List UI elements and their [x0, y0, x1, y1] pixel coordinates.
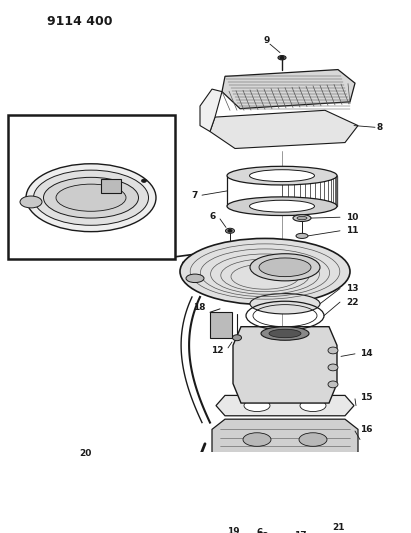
- Ellipse shape: [250, 254, 320, 281]
- Text: 5: 5: [156, 164, 162, 173]
- Text: 2: 2: [64, 130, 70, 139]
- Ellipse shape: [233, 335, 242, 341]
- Text: 1: 1: [10, 210, 16, 219]
- Ellipse shape: [300, 400, 326, 411]
- Ellipse shape: [20, 196, 42, 208]
- Ellipse shape: [249, 200, 314, 212]
- Ellipse shape: [299, 433, 327, 446]
- Text: 11: 11: [346, 227, 358, 235]
- Text: 4: 4: [118, 205, 124, 214]
- Ellipse shape: [227, 197, 337, 215]
- Text: 14: 14: [360, 349, 373, 358]
- Ellipse shape: [297, 216, 307, 220]
- Ellipse shape: [228, 230, 232, 232]
- Polygon shape: [222, 70, 355, 109]
- Ellipse shape: [280, 56, 284, 59]
- Ellipse shape: [180, 238, 350, 305]
- Ellipse shape: [13, 473, 31, 499]
- Ellipse shape: [226, 228, 235, 233]
- Text: 3: 3: [138, 168, 144, 177]
- Ellipse shape: [311, 510, 321, 515]
- Text: 6: 6: [210, 212, 216, 221]
- Text: 16: 16: [360, 425, 372, 434]
- Ellipse shape: [328, 364, 338, 371]
- Text: 9: 9: [264, 36, 270, 45]
- Ellipse shape: [328, 381, 338, 388]
- Polygon shape: [210, 110, 358, 149]
- Polygon shape: [216, 395, 354, 416]
- Polygon shape: [233, 327, 337, 403]
- Polygon shape: [212, 419, 358, 461]
- Text: 17: 17: [294, 531, 306, 533]
- Ellipse shape: [44, 177, 139, 218]
- Text: 22: 22: [346, 297, 358, 306]
- Text: 8: 8: [377, 123, 383, 132]
- Ellipse shape: [245, 511, 255, 517]
- Ellipse shape: [243, 433, 271, 446]
- Ellipse shape: [296, 516, 305, 521]
- Text: 6: 6: [257, 528, 263, 533]
- Ellipse shape: [56, 184, 126, 211]
- Polygon shape: [200, 89, 222, 132]
- Ellipse shape: [34, 170, 148, 225]
- Text: 20: 20: [79, 449, 91, 458]
- Ellipse shape: [186, 274, 204, 282]
- Polygon shape: [205, 465, 365, 503]
- Text: 13: 13: [346, 284, 358, 293]
- Ellipse shape: [328, 347, 338, 354]
- Ellipse shape: [141, 179, 146, 182]
- Text: 7: 7: [192, 191, 198, 200]
- Ellipse shape: [269, 329, 301, 338]
- Text: 10: 10: [346, 213, 358, 222]
- Ellipse shape: [266, 500, 274, 505]
- Bar: [8, 115, 175, 259]
- Ellipse shape: [258, 513, 266, 519]
- Text: 21: 21: [332, 523, 344, 532]
- Bar: [210, 312, 232, 338]
- Text: 12: 12: [212, 346, 224, 355]
- Ellipse shape: [249, 169, 314, 182]
- Ellipse shape: [17, 478, 27, 495]
- Ellipse shape: [296, 500, 304, 505]
- Ellipse shape: [250, 294, 320, 314]
- Text: 18: 18: [194, 303, 206, 312]
- Ellipse shape: [227, 166, 337, 185]
- Ellipse shape: [292, 513, 308, 523]
- Ellipse shape: [26, 164, 156, 232]
- Text: 9114 400: 9114 400: [47, 15, 113, 28]
- Ellipse shape: [293, 215, 311, 222]
- Ellipse shape: [259, 258, 311, 277]
- Ellipse shape: [241, 500, 249, 505]
- Ellipse shape: [261, 327, 309, 340]
- Bar: [272, 507, 286, 524]
- Text: 18: 18: [256, 532, 269, 533]
- Ellipse shape: [321, 500, 329, 505]
- Text: 15: 15: [360, 393, 372, 401]
- Ellipse shape: [296, 233, 308, 238]
- Ellipse shape: [278, 55, 286, 60]
- Ellipse shape: [244, 400, 270, 411]
- Text: 19: 19: [227, 527, 240, 533]
- Bar: [101, 179, 121, 192]
